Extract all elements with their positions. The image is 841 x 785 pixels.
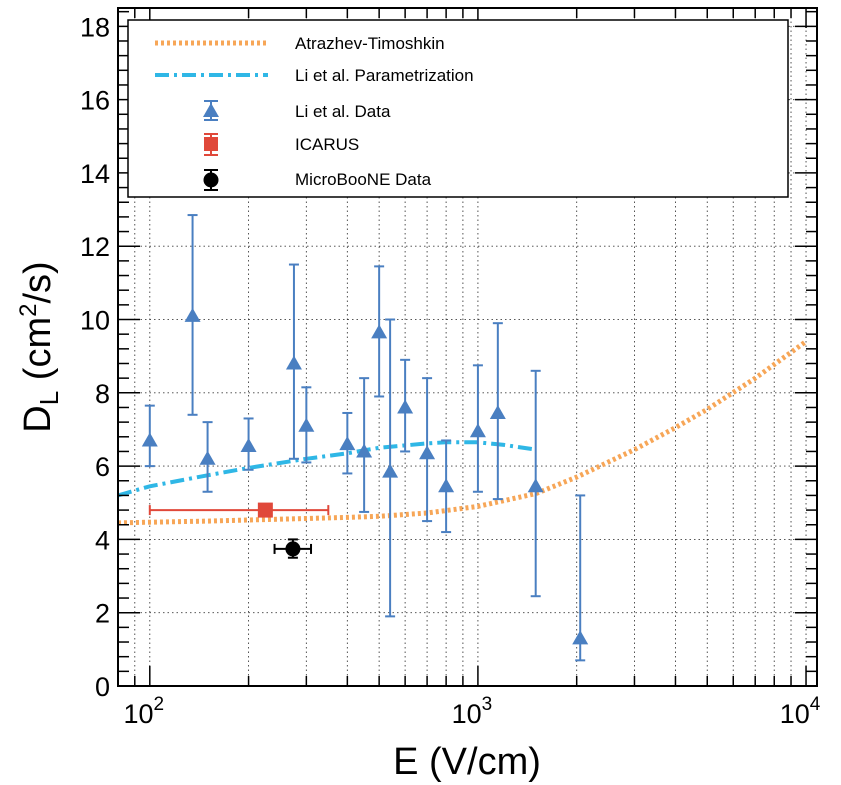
y-tick-label: 10 (80, 306, 110, 336)
data-point-square (148, 502, 330, 518)
legend-label-atrazhev-timoshkin: Atrazhev-Timoshkin (295, 34, 445, 53)
triangle-marker (572, 630, 589, 645)
triangle-marker (397, 399, 414, 414)
legend-marker-microboone (203, 169, 219, 191)
legend-label-microboone: MicroBooNE Data (295, 170, 432, 189)
triangle-marker (527, 478, 544, 493)
y-tick-label: 0 (95, 672, 110, 702)
triangle-marker (141, 432, 158, 447)
data-point-triangle (298, 386, 315, 464)
legend-marker-li-data (203, 100, 219, 121)
data-point-triangle (356, 377, 373, 513)
legend: Atrazhev-Timoshkin Li et al. Parametriza… (127, 19, 789, 198)
triangle-marker (382, 463, 399, 478)
data-point-triangle (397, 358, 414, 453)
axis-ticks (117, 8, 817, 687)
y-tick-label: 8 (95, 379, 110, 409)
triangle-marker (438, 478, 455, 493)
triangle-marker (298, 417, 315, 432)
data-point-triangle (285, 263, 302, 460)
legend-marker-icarus (204, 133, 218, 156)
plot-frame (117, 7, 818, 687)
data-point-triangle (371, 265, 388, 398)
y-tick-label: 2 (95, 599, 110, 629)
triangle-marker (356, 443, 373, 458)
triangle-marker (469, 423, 486, 438)
y-tick-label: 4 (95, 525, 110, 555)
y-tick-label: 18 (80, 12, 110, 42)
y-tick-label: 14 (80, 159, 110, 189)
legend-label-li-data: Li et al. Data (295, 102, 391, 121)
data-point-triangle (199, 421, 216, 493)
data-point-triangle (572, 494, 589, 662)
data-point-triangle (382, 318, 399, 618)
data-point-triangle (489, 322, 506, 501)
x-tick-label: 103 (452, 694, 493, 729)
legend-label-icarus: ICARUS (295, 135, 359, 154)
data-point-triangle (339, 411, 356, 475)
data-point-triangle (184, 214, 201, 416)
data-point-triangle (419, 377, 436, 523)
data-point-triangle (527, 369, 544, 598)
x-axis-title: E (V/cm) (393, 741, 541, 783)
square-marker (257, 502, 273, 518)
y-axis-title: DL (cm2/s) (15, 261, 64, 432)
data-point-triangle (240, 417, 257, 471)
x-tick-label: 104 (780, 694, 821, 729)
triangle-marker (184, 307, 201, 322)
triangle-marker (489, 404, 506, 419)
triangle-marker (285, 355, 302, 370)
triangle-marker (240, 437, 257, 452)
x-tick-label: 102 (123, 694, 164, 729)
data-point-triangle (469, 364, 486, 493)
tick-labels: 102 103 104 0 2 4 6 8 10 12 14 16 18 (80, 12, 821, 729)
circle-marker (285, 541, 301, 557)
triangle-marker (199, 450, 216, 465)
legend-label-li-parametrization: Li et al. Parametrization (295, 66, 474, 85)
curve-atrazhev-timoshkin (117, 339, 808, 526)
triangle-marker (371, 324, 388, 339)
y-tick-label: 6 (95, 452, 110, 482)
data-point-circle (273, 538, 313, 559)
legend-box (127, 19, 789, 198)
y-tick-label: 16 (80, 86, 110, 116)
data-point-triangle (141, 404, 158, 468)
data-point-triangle (438, 439, 455, 534)
triangle-marker (419, 445, 436, 460)
y-tick-label: 12 (80, 232, 110, 262)
data-points (141, 214, 589, 662)
triangle-marker (339, 436, 356, 451)
